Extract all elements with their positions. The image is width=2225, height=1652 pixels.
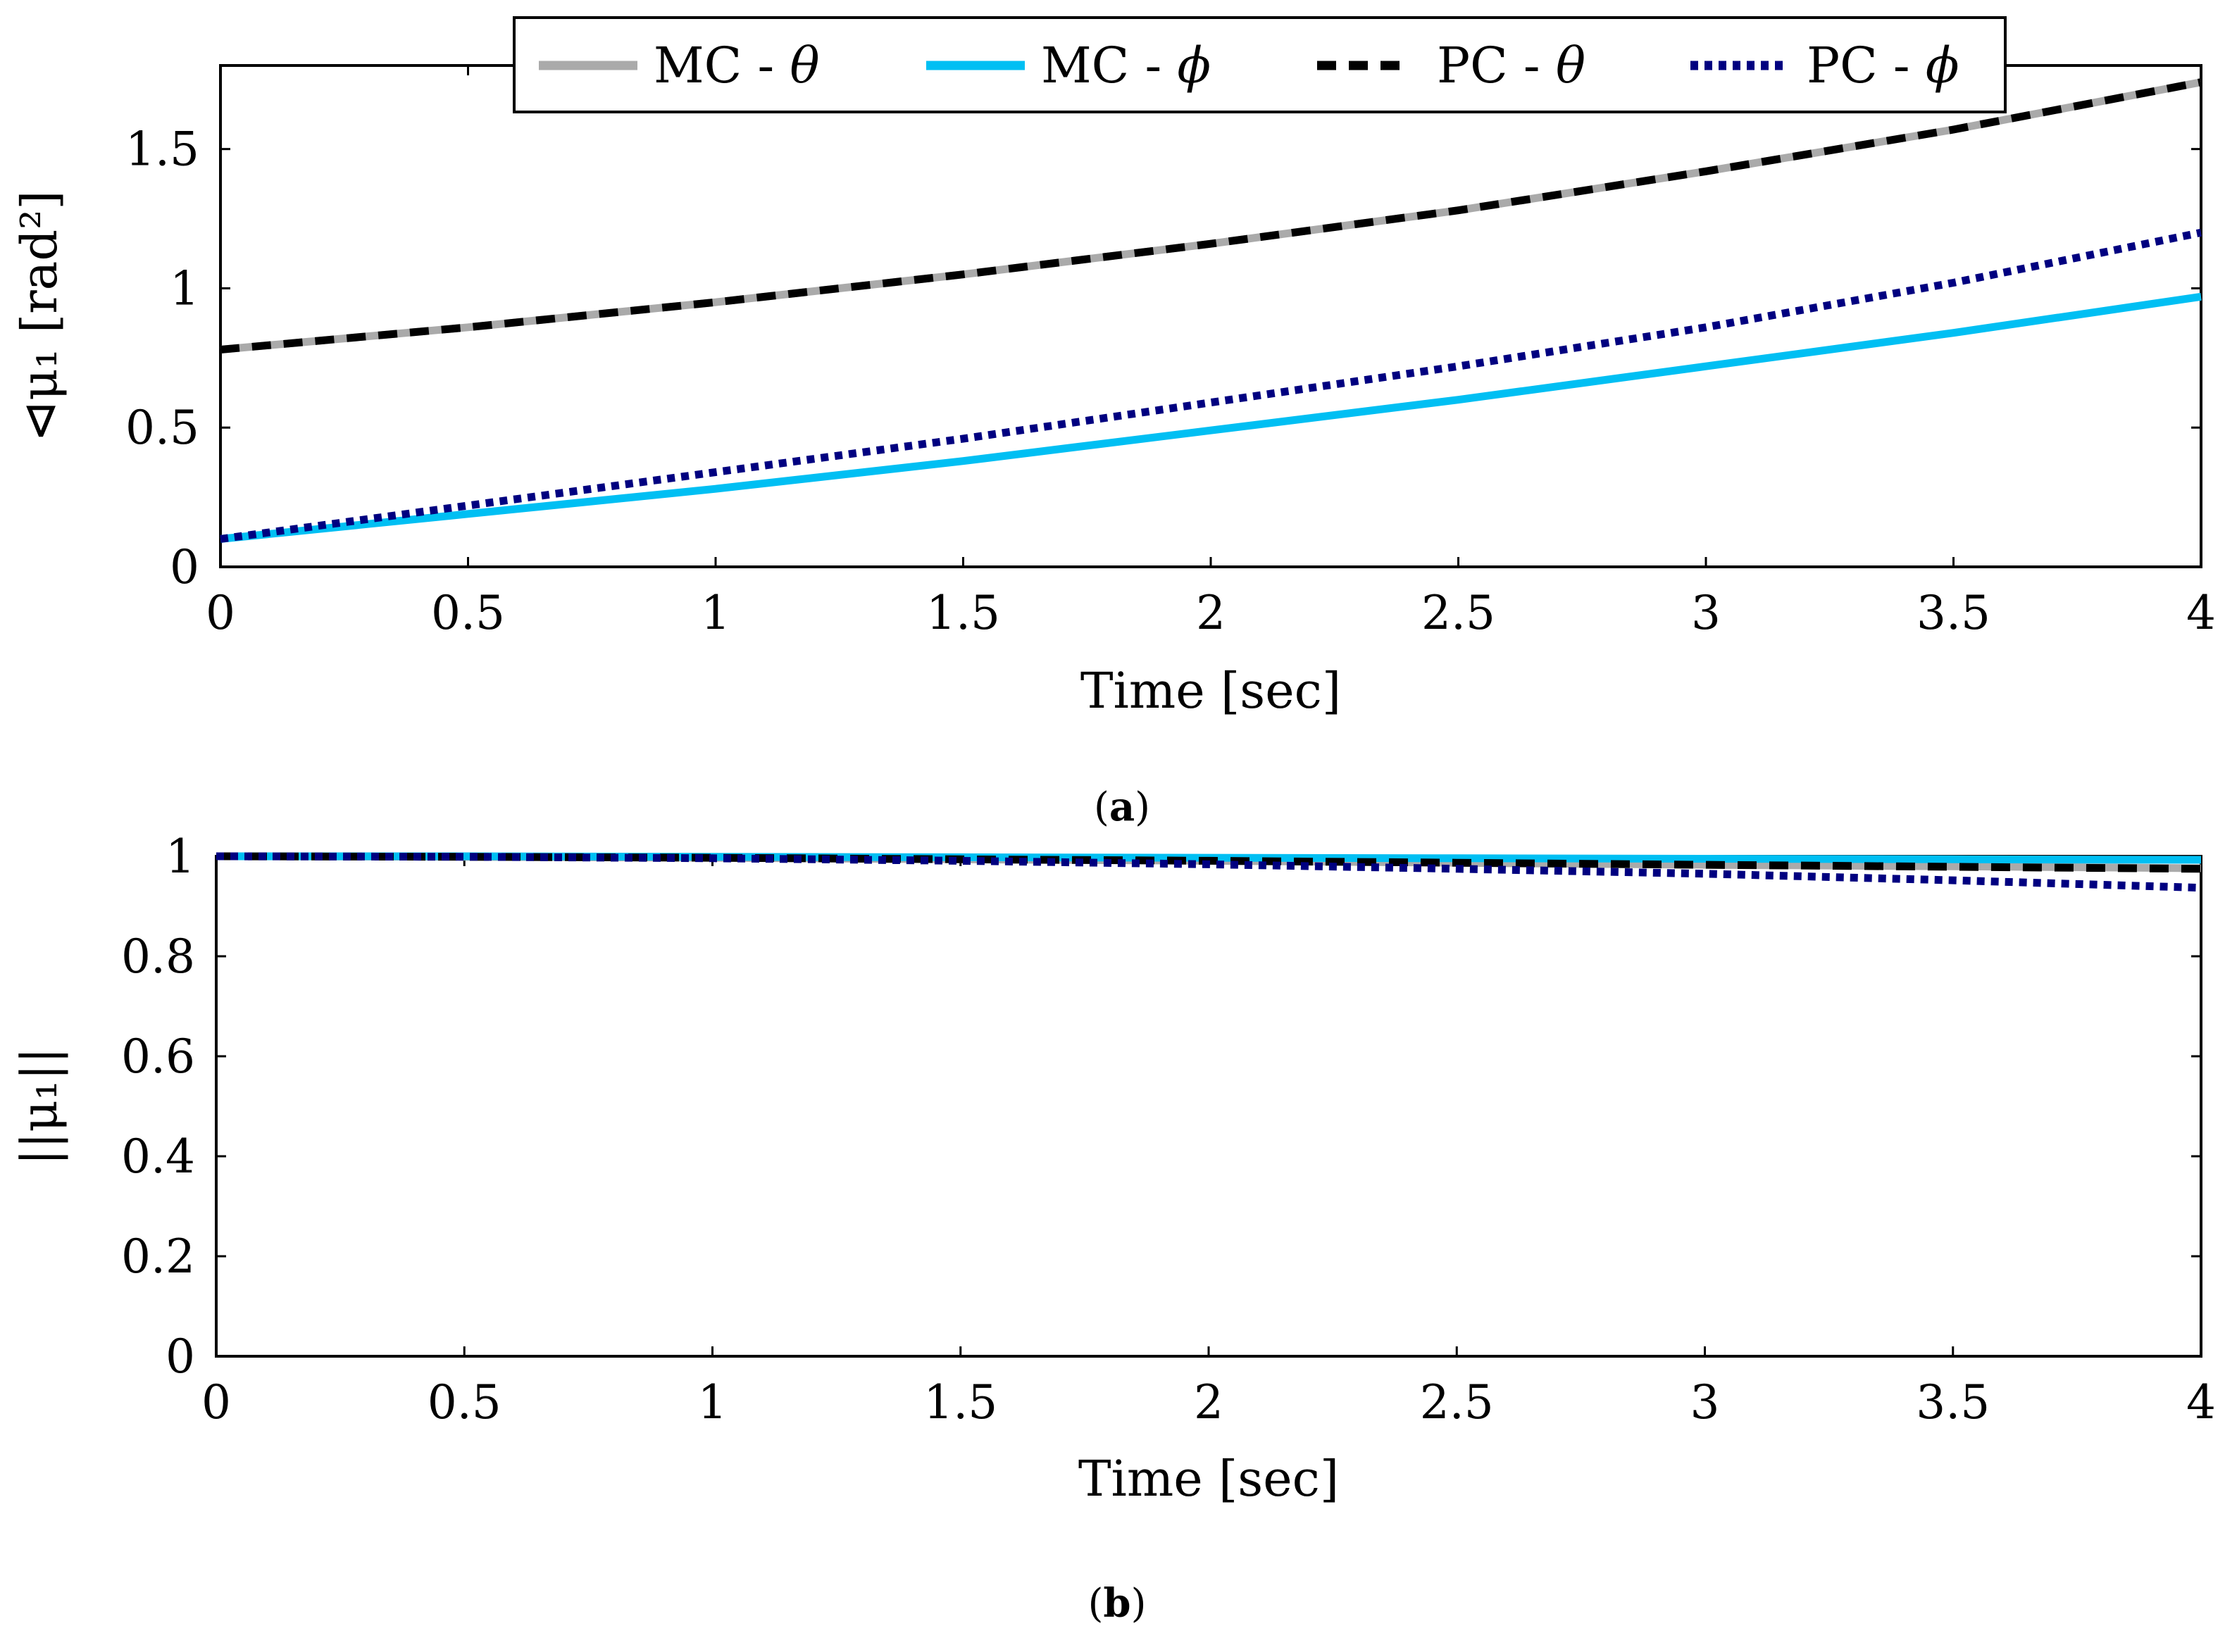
x-tick-label: 1.5 bbox=[923, 1375, 997, 1429]
series-line-mc-0 bbox=[220, 78, 2202, 353]
y-axis-label-a: ⊲μ₁ [rad²] bbox=[11, 190, 68, 442]
x-tick-label: 4 bbox=[2186, 586, 2216, 640]
legend-label-mc-theta: MC - θ bbox=[654, 37, 820, 94]
panel-a: 0 0.5 1 1.5 2 2.5 3 3.5 4 0 0.5 1 1.5 Time [sec] ⊲μ… bbox=[11, 16, 2216, 830]
x-axis-label-a: Time [sec] bbox=[1080, 662, 1341, 720]
x-tick-label: 3.5 bbox=[1917, 586, 1990, 640]
series-line-pc-2 bbox=[220, 78, 2202, 353]
y-axis-label-b: ||μ₁|| bbox=[11, 1047, 68, 1165]
y-tick-labels-a: 0 0.5 1 1.5 bbox=[125, 123, 199, 594]
x-tick-label: 2 bbox=[1194, 1375, 1223, 1429]
caption-a: (a) bbox=[1094, 784, 1150, 830]
y-tick-label: 0 bbox=[166, 1329, 195, 1384]
x-tick-label: 0.5 bbox=[431, 586, 505, 640]
legend-label-pc-theta: PC - θ bbox=[1437, 37, 1585, 94]
y-tick-label: 1 bbox=[170, 261, 199, 315]
series-line-mc-1 bbox=[220, 292, 2202, 543]
x-tick-label: 3 bbox=[1690, 1375, 1720, 1429]
legend-entry-pc-phi: PC - ϕ bbox=[1690, 37, 1959, 94]
y-tick-label: 0.6 bbox=[121, 1030, 195, 1084]
legend-label-mc-phi: MC - ϕ bbox=[1041, 37, 1211, 94]
x-tick-label: 0 bbox=[201, 1375, 231, 1429]
y-tick-label: 0 bbox=[170, 540, 199, 594]
x-tick-label: 2.5 bbox=[1420, 1375, 1494, 1429]
y-tick-label: 1.5 bbox=[125, 123, 199, 177]
legend-entry-pc-theta: PC - θ bbox=[1317, 37, 1585, 94]
series-line-pc-3 bbox=[220, 228, 2202, 543]
x-tick-labels-a: 0 0.5 1 1.5 2 2.5 3 3.5 4 bbox=[206, 586, 2216, 640]
legend-entry-mc-theta: MC - θ bbox=[539, 37, 820, 94]
plot-area-b bbox=[215, 855, 2202, 1358]
y-tick-labels-b: 0 0.2 0.4 0.6 0.8 1 bbox=[121, 830, 195, 1384]
x-tick-label: 0 bbox=[206, 586, 235, 640]
series-line-pc-3 bbox=[216, 852, 2202, 892]
y-tick-label: 0.4 bbox=[121, 1130, 195, 1184]
panel-b: 0 0.5 1 1.5 2 2.5 3 3.5 4 0 0.2 0.4 0.6 0.8 1 Time [s… bbox=[11, 830, 2216, 1627]
legend-box bbox=[513, 16, 2007, 113]
legend-entry-mc-phi: MC - ϕ bbox=[926, 37, 1211, 94]
x-tick-label: 2 bbox=[1196, 586, 1226, 640]
x-tick-label: 0.5 bbox=[428, 1375, 501, 1429]
series-group-b bbox=[216, 852, 2202, 892]
x-tick-label: 1 bbox=[701, 586, 730, 640]
x-tick-label: 4 bbox=[2186, 1375, 2216, 1429]
legend: MC - θ MC - ϕ PC - θ PC - ϕ bbox=[513, 16, 2007, 113]
y-tick-label: 1 bbox=[166, 830, 195, 884]
legend-label-pc-phi: PC - ϕ bbox=[1807, 37, 1959, 94]
y-tick-label: 0.2 bbox=[121, 1229, 195, 1284]
y-tick-label: 0.5 bbox=[125, 401, 199, 455]
x-tick-label: 1.5 bbox=[926, 586, 1000, 640]
x-tick-label: 1 bbox=[698, 1375, 728, 1429]
y-tick-label: 0.8 bbox=[121, 930, 195, 984]
series-group-a bbox=[220, 78, 2202, 543]
x-tick-labels-b: 0 0.5 1 1.5 2 2.5 3 3.5 4 bbox=[201, 1375, 2216, 1429]
tick-marks-b bbox=[215, 855, 2202, 1358]
x-tick-label: 3 bbox=[1691, 586, 1721, 640]
caption-b: (b) bbox=[1088, 1580, 1147, 1627]
x-axis-label-b: Time [sec] bbox=[1078, 1450, 1339, 1508]
x-tick-label: 3.5 bbox=[1916, 1375, 1990, 1429]
x-tick-label: 2.5 bbox=[1421, 586, 1495, 640]
